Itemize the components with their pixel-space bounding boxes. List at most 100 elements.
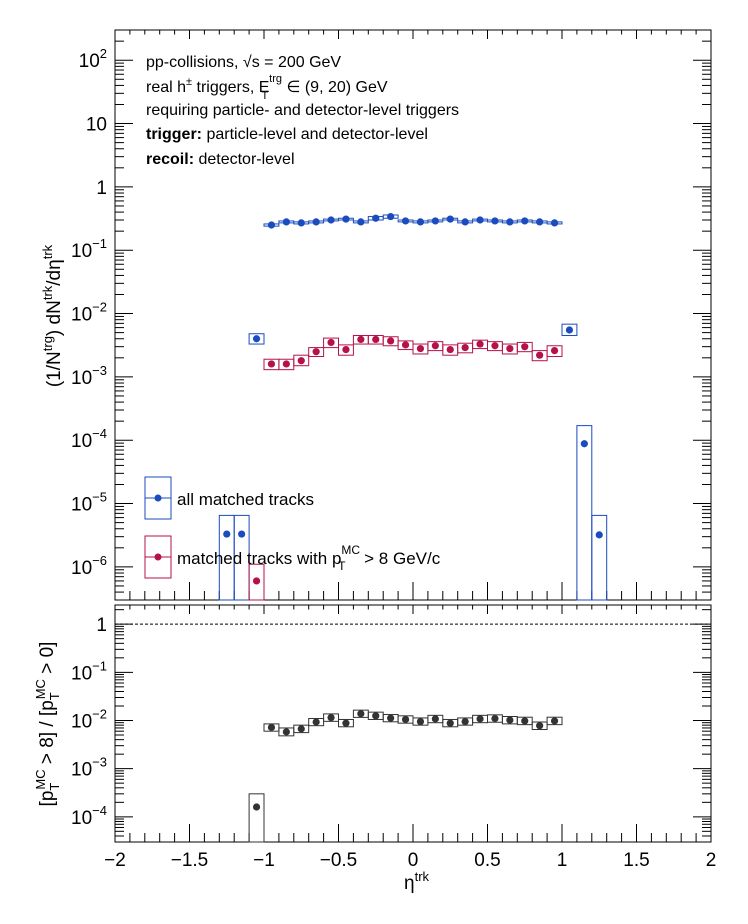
y-tick-label-3: 10−3	[71, 755, 107, 781]
data-point	[267, 360, 276, 368]
data-point	[461, 717, 469, 726]
data-point	[327, 338, 335, 347]
bottom-x-axis: −2 −1.5 −1 −0.5 0 0.5 1 1.5 2	[104, 605, 716, 871]
data-point	[476, 340, 484, 348]
sys-box	[338, 718, 354, 728]
data-point	[416, 344, 425, 353]
data-point	[550, 219, 559, 227]
data-point	[342, 345, 350, 354]
data-point	[297, 725, 305, 733]
data-point	[282, 360, 290, 368]
legend-entry-highpt-tracks: matched tracks with pMC T > 8 GeV/c	[144, 535, 441, 579]
data-point	[461, 218, 469, 226]
y-tick-label-2: 1	[96, 178, 107, 199]
data-point	[327, 713, 335, 722]
data-point	[536, 218, 544, 226]
data-point	[312, 718, 320, 726]
data-point	[476, 715, 484, 723]
sys-box	[338, 344, 354, 356]
data-point	[252, 335, 261, 343]
data-point	[550, 717, 559, 725]
data-point	[342, 719, 350, 727]
data-point	[446, 215, 454, 223]
data-point	[431, 715, 439, 723]
data-point	[372, 712, 380, 720]
data-point	[506, 716, 514, 724]
data-point	[521, 717, 529, 725]
data-point	[521, 217, 529, 225]
x-tick-label-3: −0.5	[320, 850, 358, 871]
data-point	[387, 337, 395, 345]
sys-box	[546, 345, 563, 357]
sys-box	[531, 721, 548, 731]
data-point	[416, 717, 425, 726]
data-point	[342, 215, 350, 223]
y-tick-label-5: 10−3	[71, 363, 107, 389]
data-point	[491, 217, 499, 225]
data-point	[401, 715, 410, 724]
sys-box	[546, 716, 563, 726]
data-point	[506, 344, 514, 353]
data-point	[446, 719, 454, 727]
data-point	[595, 531, 603, 539]
x-tick-label-4: 0	[408, 850, 419, 871]
sys-box	[248, 333, 265, 345]
x-tick-label-1: −1.5	[171, 850, 209, 871]
data-point	[550, 347, 559, 355]
data-point	[401, 341, 410, 349]
sys-box	[293, 724, 310, 734]
x-tick-label-7: 1.5	[623, 850, 649, 871]
y-tick-label-3: 10−1	[71, 236, 107, 262]
data-point	[431, 217, 439, 225]
sys-box	[576, 425, 593, 601]
data-point	[565, 326, 574, 334]
data-point	[401, 217, 410, 225]
legend-label-all-tracks: all matched tracks	[177, 490, 314, 509]
data-point	[327, 216, 335, 224]
data-point	[267, 221, 276, 229]
bottom-data-marks	[115, 623, 711, 843]
sys-box	[248, 563, 265, 601]
y-tick-label-1: 10−1	[71, 658, 107, 684]
y-tick-label-2: 10−2	[71, 706, 107, 732]
annotation-line-4: trigger: particle-level and detector-lev…	[146, 126, 428, 143]
legend-label-highpt-tracks: matched tracks with pMC T > 8 GeV/c	[177, 543, 441, 573]
data-point	[461, 343, 469, 352]
top-x-ticks	[114, 30, 712, 600]
y-tick-label-7: 10−5	[71, 490, 107, 516]
y-tick-label-1: 10	[86, 115, 107, 136]
y-tick-label-4: 10−2	[71, 300, 107, 326]
data-point	[491, 342, 499, 350]
data-point	[238, 530, 246, 538]
top-data-marks	[218, 212, 608, 601]
data-point	[282, 218, 290, 226]
x-tick-label-6: 1	[557, 850, 568, 871]
top-panel: 102 10 1 10−1 10−2 10−3 10−4 10−5 10−6 pp-collis…	[40, 29, 712, 601]
data-point	[580, 440, 588, 448]
data-point	[387, 714, 395, 722]
data-point	[252, 577, 261, 585]
x-tick-label-8: 2	[706, 850, 717, 871]
x-tick-label-0: −2	[104, 850, 126, 871]
data-point	[312, 218, 320, 226]
annotation-line-1: pp-collisions, √s = 200 GeV	[146, 54, 341, 71]
sys-box	[516, 341, 533, 353]
sys-box	[323, 337, 340, 349]
y-tick-label-0: 102	[79, 46, 107, 72]
data-point	[372, 335, 380, 344]
series-2	[248, 333, 265, 345]
data-point	[431, 342, 439, 350]
data-point	[387, 212, 395, 221]
data-point	[357, 218, 365, 226]
top-y-axis-label: (1/Ntrg) dNtrk/dηtrk	[40, 244, 65, 387]
x-tick-label-5: 0.5	[474, 850, 500, 871]
data-point	[282, 728, 290, 736]
x-axis-label: ηtrk	[404, 869, 430, 894]
top-y-axis: 102 10 1 10−1 10−2 10−3 10−4 10−5 10−6	[71, 29, 711, 601]
annotation-block: pp-collisions, √s = 200 GeV real h± trig…	[146, 54, 459, 168]
annotation-line-2: real h± triggers, ETtrg ∈ (9, 20) GeV	[146, 73, 388, 102]
sys-box	[248, 793, 265, 843]
data-point	[312, 348, 320, 356]
data-point	[297, 357, 305, 365]
